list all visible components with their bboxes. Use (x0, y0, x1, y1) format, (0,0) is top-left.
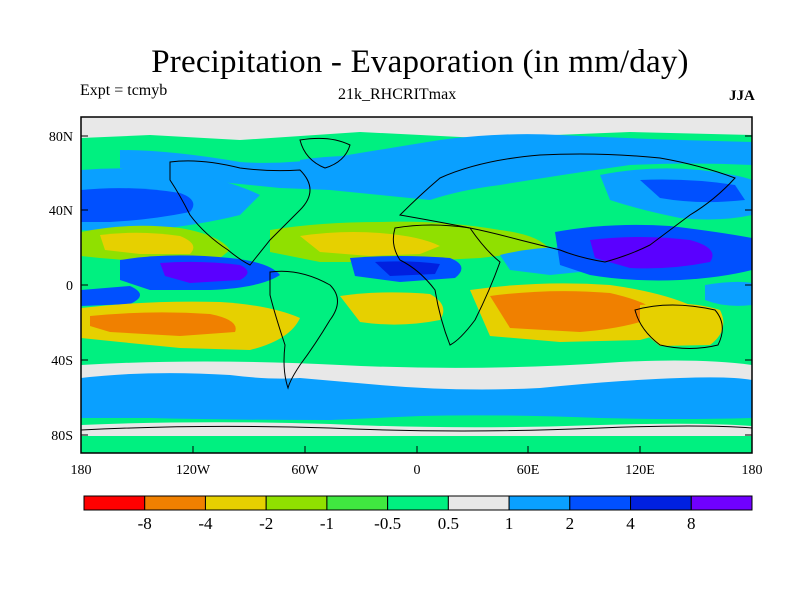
western-pacific-warm-pool-core (590, 237, 713, 269)
colorbar-swatch (447, 495, 510, 511)
lon-label-60w: 60W (291, 463, 319, 478)
east-pacific-subtropical-high (100, 232, 194, 254)
antarctic-interior (81, 436, 752, 453)
south-atlantic-dry (340, 292, 444, 325)
lon-label-0: 0 (414, 463, 421, 478)
coastline-north-america (169, 160, 311, 266)
coastline-antarctica (81, 425, 752, 432)
colorbar-label: 1 (505, 514, 514, 533)
colorbar-swatch (204, 495, 267, 511)
north-atlantic-core (81, 188, 194, 222)
run-name-label: 21k_RHCRITmax (338, 86, 457, 103)
map-field (81, 117, 752, 453)
atlantic-itcz-core (375, 261, 440, 276)
colorbar-swatch (265, 495, 328, 511)
lon-label-180w: 180 (71, 463, 92, 478)
coastline-south-america (269, 270, 338, 390)
lon-label-60e: 60E (517, 463, 540, 478)
lon-label-120e: 120E (625, 463, 655, 478)
southern-ocean-band (81, 373, 752, 420)
north-atlantic-subtropical-high (300, 232, 440, 256)
colorbar-swatch (144, 495, 206, 511)
north-pacific-core (640, 179, 745, 203)
south-indian-ocean-dry-core (490, 291, 660, 332)
season-label: JJA (729, 88, 755, 104)
colorbar-label: 8 (687, 514, 696, 533)
colorbar-label: -4 (198, 514, 213, 533)
lat-label-80n: 80N (49, 130, 73, 145)
lon-label-120w: 120W (176, 463, 211, 478)
eastern-pacific-itcz-core (160, 261, 248, 283)
colorbar-label: -0.5 (374, 514, 401, 533)
north-atlantic-east (300, 156, 414, 190)
colorbar-label: 0.5 (438, 514, 459, 533)
lat-label-40s: 40S (51, 354, 73, 369)
australia-dry (640, 303, 724, 346)
experiment-label: Expt = tcmyb (80, 82, 168, 99)
axis-ticks (80, 135, 753, 453)
colorbar-swatch (690, 495, 753, 511)
colorbar-swatch (326, 495, 389, 511)
coastlines (81, 137, 752, 432)
arctic-north-atlantic-wet (120, 134, 752, 200)
colorbar-label: -8 (138, 514, 152, 533)
lon-label-180e: 180 (742, 463, 763, 478)
dateline-wet (705, 281, 752, 306)
colorbar-swatch (83, 495, 146, 511)
colorbar: -8 -4 -2 -1 -0.5 0.5 1 2 4 8 (83, 495, 753, 533)
colorbar-label: -2 (259, 514, 273, 533)
coastline-australia (634, 304, 723, 349)
arctic-light-band (81, 117, 752, 140)
colorbar-label: 2 (566, 514, 575, 533)
lat-label-0: 0 (66, 279, 73, 294)
coastline-greenland (299, 137, 351, 169)
colorbar-swatch (508, 495, 571, 511)
colorbar-swatch (387, 495, 449, 511)
colorbar-swatch (630, 495, 692, 511)
lat-label-40n: 40N (49, 204, 73, 219)
lat-label-80s: 80S (51, 429, 73, 444)
colorbar-swatch (569, 495, 632, 511)
plot-title: Precipitation - Evaporation (in mm/day) (151, 44, 689, 80)
central-pacific-wet (81, 286, 140, 306)
coastline-eurasia (398, 153, 736, 263)
colorbar-label: -1 (320, 514, 334, 533)
south-pacific-dry-core (90, 312, 236, 336)
colorbar-label: 4 (626, 514, 635, 533)
